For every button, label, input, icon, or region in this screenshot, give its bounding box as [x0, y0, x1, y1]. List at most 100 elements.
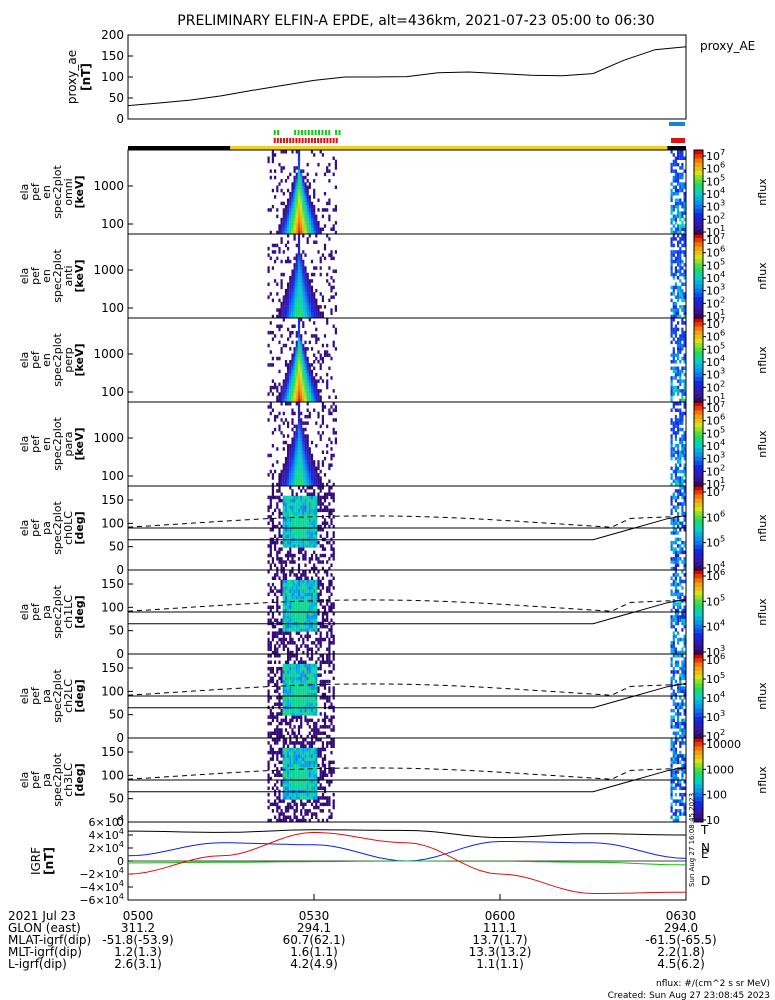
heatmap-cell — [317, 502, 320, 506]
heatmap-cell — [293, 292, 296, 296]
heatmap-cell — [313, 563, 316, 567]
heatmap-cell — [289, 686, 292, 690]
heatmap-cell — [679, 802, 682, 807]
colorbar-cell — [694, 234, 703, 239]
heatmap-cell — [306, 305, 309, 309]
heatmap-cell — [295, 686, 298, 690]
heatmap-cell — [269, 553, 272, 558]
heatmap-cell — [293, 670, 296, 674]
heatmap-cell — [282, 712, 285, 716]
heatmap-cell — [308, 773, 311, 777]
heatmap-cell — [326, 589, 329, 593]
heatmap-cell — [297, 540, 301, 545]
heatmap-cell — [267, 660, 270, 664]
heatmap-cell — [306, 434, 309, 438]
heatmap-cell — [267, 363, 270, 367]
heatmap-cell — [295, 392, 298, 396]
spectrogram-panel-ch2LC: 150100500elapefpaspec2plotch2LC[deg]1061… — [18, 651, 769, 745]
heatmap-cell — [670, 195, 673, 199]
heatmap-cell — [310, 641, 314, 645]
heatmap-cell — [677, 182, 680, 186]
heatmap-cell — [280, 734, 283, 739]
heatmap-cell — [304, 350, 307, 354]
heatmap-cell — [681, 676, 684, 681]
heatmap-cell — [304, 175, 307, 180]
heatmap-cell — [278, 515, 281, 519]
colorbar-cell — [694, 733, 703, 739]
heatmap-cell — [315, 389, 318, 393]
heatmap-cell — [306, 534, 309, 538]
heatmap-cell — [293, 395, 296, 399]
colorbar-cell — [694, 171, 703, 176]
heatmap-cell — [280, 809, 283, 813]
heatmap-cell — [683, 192, 686, 196]
heatmap-cell — [289, 676, 292, 681]
heatmap-cell — [267, 741, 270, 745]
heatmap-cell — [304, 453, 307, 458]
heatmap-cell — [323, 334, 327, 338]
colorbar-tick-label: 106 — [706, 160, 725, 176]
heatmap-cell — [315, 699, 318, 703]
heatmap-cell — [284, 773, 288, 777]
heatmap-cell — [284, 295, 288, 299]
heatmap-cell — [679, 279, 682, 283]
heatmap-cell — [297, 731, 301, 735]
heatmap-cell — [287, 721, 290, 726]
heatmap-cell — [284, 702, 288, 706]
heatmap-cell — [679, 263, 682, 267]
heatmap-cell — [271, 528, 274, 532]
heatmap-cell — [276, 314, 279, 319]
heatmap-cell — [304, 550, 307, 555]
heatmap-cell — [319, 292, 322, 296]
heatmap-cell — [284, 502, 288, 506]
heatmap-cell — [280, 476, 283, 480]
heatmap-cell — [304, 198, 307, 202]
heatmap-cell — [328, 734, 331, 739]
heatmap-cell — [295, 211, 298, 215]
heatmap-cell — [308, 534, 311, 538]
panel-bg — [128, 150, 686, 234]
heatmap-cell — [679, 440, 682, 445]
heatmap-cell — [302, 363, 305, 367]
heatmap-cell — [276, 650, 279, 655]
heatmap-cell — [681, 550, 684, 555]
heatmap-cell — [323, 660, 327, 664]
ytick-label: 100 — [101, 600, 124, 614]
colorbar-cell — [694, 351, 703, 357]
colorbar-cell — [694, 292, 703, 298]
heatmap-cell — [284, 763, 288, 768]
heatmap-cell — [308, 495, 311, 500]
heatmap-cell — [672, 524, 675, 529]
heatmap-cell — [321, 421, 324, 425]
heatmap-cell — [677, 298, 680, 303]
heatmap-cell — [297, 663, 301, 668]
heatmap-cell — [672, 647, 675, 651]
heatmap-cell — [269, 744, 272, 748]
heatmap-cell — [321, 792, 324, 797]
heatmap-cell — [670, 444, 673, 448]
heatmap-cell — [289, 637, 292, 642]
heatmap-cell — [300, 334, 303, 338]
heatmap-cell — [271, 712, 274, 716]
heatmap-cell — [319, 738, 322, 742]
heatmap-cell — [293, 256, 296, 261]
spectrogram-panel-ch0LC: 150100500elapefpaspec2plotch0LC[deg]1071… — [18, 483, 769, 577]
heatmap-cell — [306, 272, 309, 277]
heatmap-cell — [683, 663, 686, 668]
heatmap-cell — [302, 783, 305, 787]
heatmap-cell — [679, 741, 682, 745]
heatmap-cell — [672, 234, 675, 238]
heatmap-cell — [313, 321, 316, 325]
heatmap-cell — [289, 211, 292, 215]
heatmap-cell — [291, 650, 294, 655]
heatmap-cell — [297, 592, 301, 597]
heatmap-cell — [274, 524, 277, 529]
heatmap-cell — [302, 382, 305, 387]
heatmap-cell — [677, 615, 680, 619]
heatmap-cell — [291, 214, 294, 219]
heatmap-cell — [679, 702, 682, 706]
heatmap-cell — [672, 253, 675, 257]
heatmap-cell — [677, 311, 680, 315]
heatmap-cell — [310, 376, 314, 380]
heatmap-cell — [674, 369, 677, 374]
